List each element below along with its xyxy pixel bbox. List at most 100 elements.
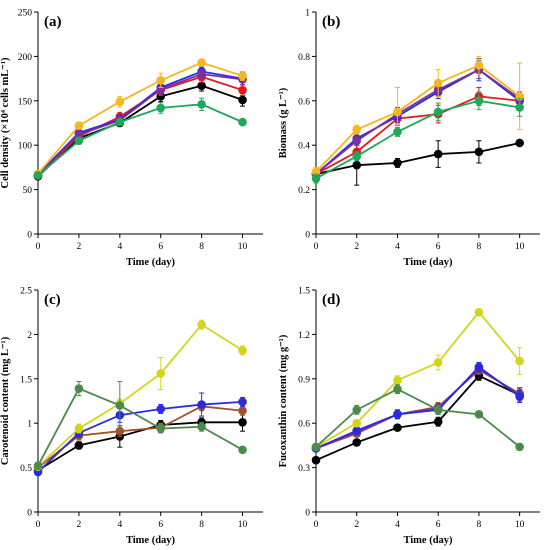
data-point [238, 418, 247, 427]
x-tick-label: 0 [314, 242, 319, 252]
data-point [156, 424, 166, 433]
data-point [393, 423, 402, 432]
x-tick-label: 8 [477, 520, 482, 530]
y-tick-label: 0 [27, 231, 32, 241]
data-point [197, 58, 206, 67]
y-axis-title: Biomass (g L⁻¹) [278, 87, 289, 158]
data-point [238, 117, 247, 127]
data-point [352, 405, 362, 415]
data-point [515, 442, 524, 452]
data-point [433, 149, 443, 159]
data-point [352, 136, 362, 146]
y-tick-label: 2.5 [20, 287, 32, 297]
data-point [393, 127, 402, 137]
series-6 [33, 97, 247, 180]
series-4 [33, 69, 247, 180]
y-tick-label: 200 [18, 53, 33, 63]
x-tick-label: 0 [36, 520, 41, 530]
x-tick-label: 10 [515, 520, 525, 530]
data-point [474, 60, 484, 70]
y-tick-label: 0.6 [298, 97, 310, 107]
data-point [156, 369, 166, 378]
series-line [315, 68, 521, 175]
data-point [33, 171, 43, 180]
data-point [474, 96, 484, 106]
data-point [238, 95, 247, 105]
data-point [74, 130, 84, 139]
x-tick-label: 0 [314, 520, 319, 530]
y-axis-title: Cell density (×10⁴ cells mL⁻¹) [0, 57, 11, 188]
x-tick-label: 4 [395, 520, 400, 530]
data-point [238, 445, 247, 455]
data-point [238, 85, 247, 95]
data-point [352, 438, 362, 447]
data-point [197, 400, 206, 409]
panel-label: (d) [322, 292, 340, 308]
x-tick-label: 0 [36, 242, 41, 252]
series-line [37, 400, 243, 473]
series-1 [311, 370, 524, 465]
data-point [74, 441, 84, 450]
data-point [115, 97, 125, 106]
x-axis-title: Time (day) [403, 535, 453, 546]
series-1 [33, 412, 247, 475]
data-point [311, 442, 321, 452]
data-point [238, 406, 247, 416]
y-tick-label: 100 [18, 142, 33, 152]
series-1 [33, 79, 247, 181]
x-tick-label: 4 [395, 242, 400, 252]
data-point [311, 174, 321, 183]
data-point [156, 103, 166, 113]
data-point [393, 158, 402, 168]
x-tick-label: 8 [199, 242, 204, 252]
data-point [393, 107, 402, 117]
series-5 [33, 380, 247, 471]
x-tick-label: 2 [77, 520, 82, 530]
series-4 [33, 319, 247, 472]
data-point [352, 418, 362, 428]
y-tick-label: 0.4 [298, 142, 310, 152]
data-point [474, 371, 484, 381]
y-tick-label: 0 [27, 509, 32, 519]
y-tick-label: 1 [27, 420, 32, 430]
x-tick-label: 10 [238, 242, 248, 252]
data-point [197, 100, 206, 109]
data-point [33, 461, 43, 471]
series-3 [33, 66, 247, 179]
y-tick-label: 1.5 [20, 375, 32, 385]
data-point [433, 107, 443, 117]
x-tick-label: 6 [436, 520, 441, 530]
series-4 [311, 362, 524, 453]
x-tick-label: 2 [354, 520, 359, 530]
data-point [515, 138, 524, 148]
series-6 [311, 91, 524, 184]
chart-panel-2: 0 2 4 6 8 10 0 0.2 0.4 0.6 0.8 1 Time (day) Biomass (… [278, 9, 540, 268]
series-1 [311, 138, 524, 186]
series-line [315, 388, 521, 448]
data-point [115, 401, 125, 410]
x-tick-label: 6 [436, 242, 441, 252]
y-tick-label: 1.5 [298, 287, 310, 297]
panel-label: (c) [44, 292, 61, 308]
data-point [433, 417, 443, 427]
series-line [37, 405, 243, 469]
y-axis-title: Carotenoid content (mg L⁻¹) [0, 336, 11, 465]
series-line [315, 365, 521, 450]
x-axis-title: Time (day) [403, 257, 453, 268]
data-point [74, 384, 84, 393]
series-2 [33, 70, 247, 180]
data-point [515, 103, 524, 112]
data-point [393, 410, 402, 419]
data-point [238, 346, 247, 355]
series-line [315, 374, 521, 462]
x-tick-label: 10 [238, 520, 248, 530]
x-tick-label: 8 [477, 242, 482, 252]
data-point [352, 426, 362, 435]
series-line [37, 387, 243, 467]
series-line [315, 64, 521, 173]
y-tick-label: 2 [27, 331, 32, 341]
data-point [515, 356, 524, 366]
data-point [238, 71, 247, 81]
series-3 [311, 58, 524, 179]
